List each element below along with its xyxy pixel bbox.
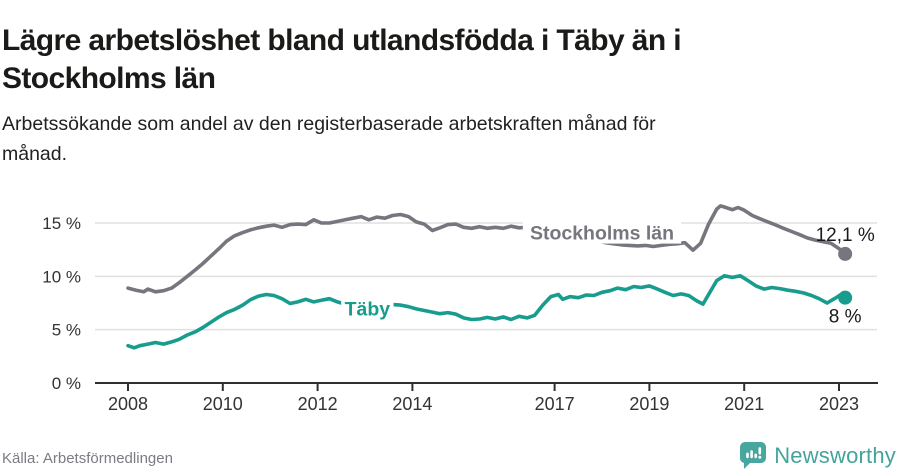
- x-tick-label: 2008: [108, 394, 148, 414]
- y-tick-label: 5 %: [52, 321, 81, 340]
- x-tick-label: 2012: [298, 394, 338, 414]
- newsworthy-logo[interactable]: Newsworthy: [739, 441, 896, 471]
- series-label-stockholms-lan: Stockholms län: [530, 223, 674, 245]
- series-end-dot-taby: [838, 290, 853, 305]
- y-tick-label: 10 %: [42, 267, 81, 286]
- chart-title-line-2: Stockholms län: [2, 62, 216, 96]
- x-tick-label: 2010: [203, 394, 243, 414]
- series-label-taby: Täby: [345, 298, 391, 320]
- newsworthy-speech-bubble-bar-chart-icon: [740, 442, 767, 469]
- x-tick-label: 2017: [535, 394, 575, 414]
- chart-subtitle: Arbetssökande som andel av den registerb…: [2, 109, 872, 169]
- chart-subtitle-line-1: Arbetssökande som andel av den registerb…: [2, 112, 656, 135]
- chart-title-line-1: Lägre arbetslöshet bland utlandsfödda i …: [2, 24, 682, 58]
- y-tick-label: 0 %: [52, 374, 81, 393]
- series-end-value-label-stockholms-lan: 12,1 %: [816, 225, 875, 246]
- series-line-stockholms-lan: [126, 204, 848, 294]
- series-label-mask-taby: [341, 295, 394, 320]
- x-tick-label: 2023: [819, 394, 859, 414]
- newsworthy-wordmark: Newsworthy: [774, 443, 896, 468]
- series-line-taby: [126, 273, 848, 350]
- series-label-mask-stockholms-lan: [522, 219, 682, 244]
- series-end-value-label-taby: 8 %: [829, 307, 862, 328]
- y-tick-label: 15 %: [42, 214, 81, 233]
- chart-subtitle-line-2: månad.: [2, 142, 68, 165]
- chart-title: Lägre arbetslöshet bland utlandsfödda i …: [2, 22, 892, 98]
- x-tick-label: 2019: [629, 394, 669, 414]
- x-tick-label: 2014: [392, 394, 432, 414]
- source-note: Källa: Arbetsförmedlingen: [2, 450, 173, 467]
- x-tick-label: 2021: [724, 394, 764, 414]
- series-end-dot-stockholms-lan: [838, 246, 853, 261]
